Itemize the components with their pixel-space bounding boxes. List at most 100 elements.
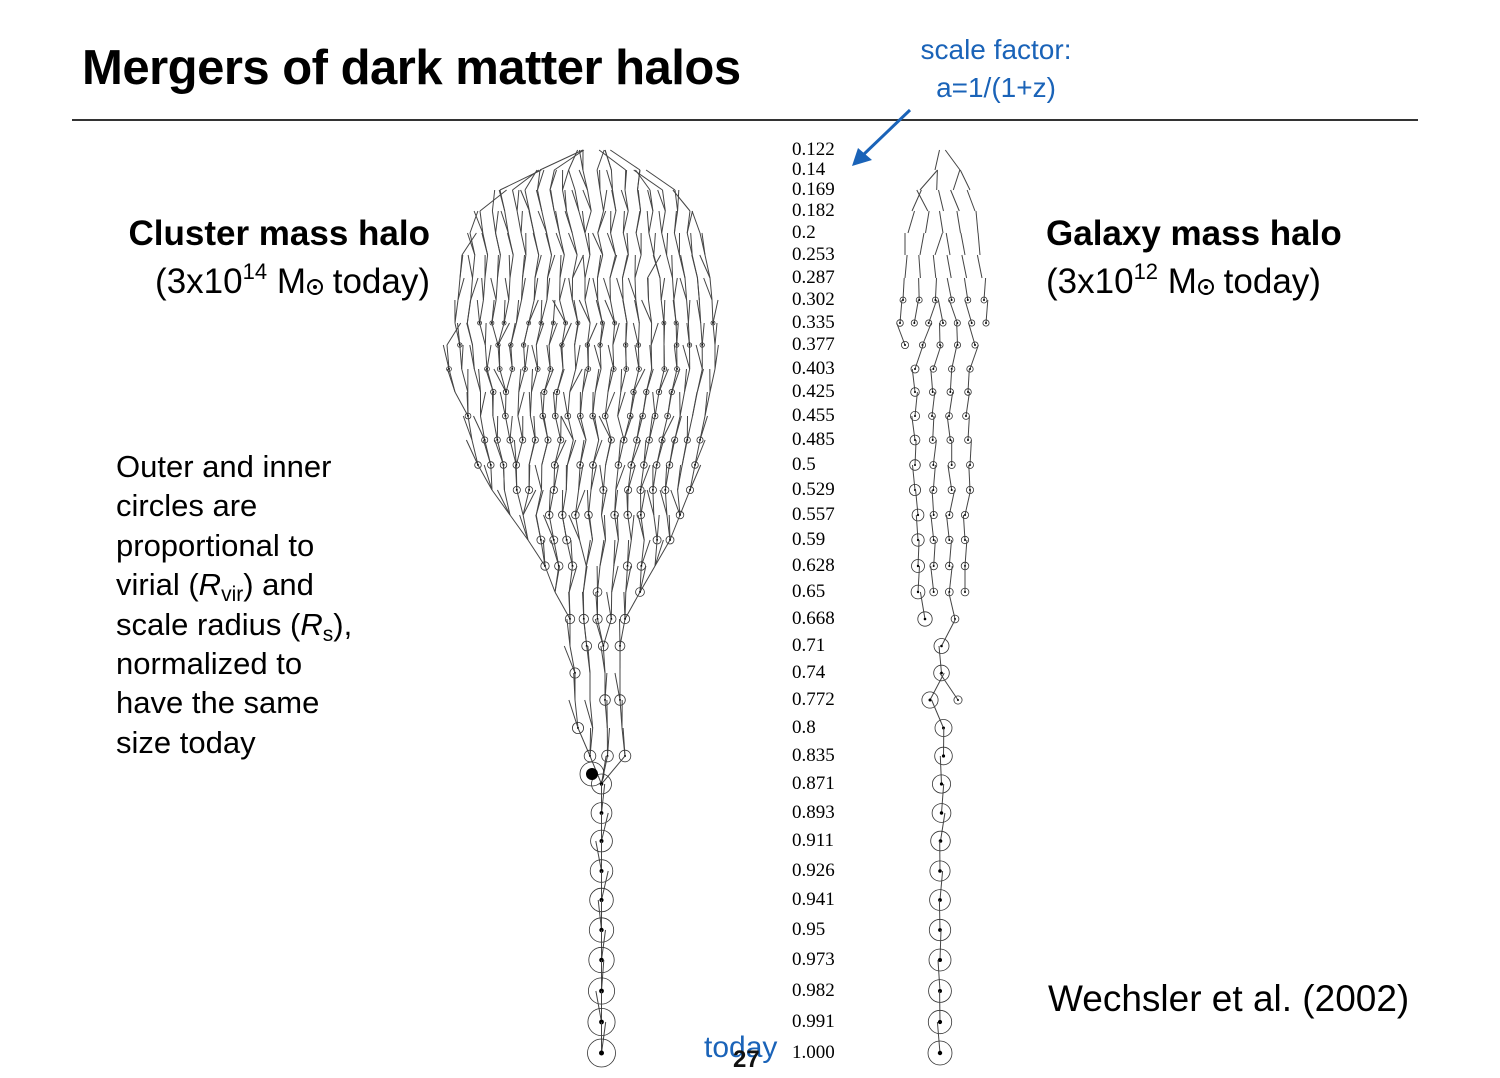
halo-outer-circle: [509, 366, 516, 372]
tree-branch: [640, 464, 651, 491]
tree-branch: [476, 299, 481, 324]
tree-branch: [480, 391, 487, 417]
tree-branch: [553, 464, 560, 491]
tree-branch: [473, 210, 484, 234]
tree-branch: [670, 489, 681, 516]
tree-branch: [673, 232, 680, 256]
tree-branch: [531, 368, 539, 393]
solar-symbol-icon: [306, 279, 323, 295]
tree-branch: [469, 232, 476, 256]
tree-branch: [547, 254, 556, 279]
halo-inner-core: [914, 464, 916, 466]
tree-branch: [687, 322, 690, 346]
scale-factor-value: 0.991: [792, 1011, 835, 1032]
tree-branch: [454, 391, 469, 417]
tree-branch: [652, 489, 655, 516]
tree-branch: [637, 169, 641, 191]
halo-outer-circle: [934, 746, 953, 766]
tree-branch: [484, 254, 489, 279]
tree-branch: [917, 539, 920, 567]
tree-branch: [505, 368, 513, 393]
tree-branch: [509, 415, 513, 441]
tree-branch: [592, 232, 604, 256]
tree-branch: [562, 189, 567, 212]
tree-branch: [537, 169, 541, 191]
tree-branch: [647, 277, 649, 301]
tree-branch: [518, 368, 522, 393]
halo-outer-circle: [946, 436, 955, 444]
tree-branch: [946, 415, 951, 441]
tree-branch: [574, 514, 581, 541]
tree-branch: [697, 277, 700, 301]
tree-branch: [931, 699, 944, 729]
tree-branch: [554, 565, 560, 593]
tree-branch: [554, 391, 558, 417]
halo-outer-circle: [539, 412, 547, 420]
halo-inner-core: [964, 539, 966, 541]
tree-branch: [479, 210, 484, 234]
scale-factor-value: 0.74: [792, 662, 826, 683]
halo-outer-circle: [980, 296, 988, 304]
tree-branch: [983, 277, 987, 301]
tree-branch: [555, 232, 565, 256]
tree-branch: [933, 539, 936, 567]
tree-branch: [512, 169, 540, 191]
tree-branch: [582, 368, 586, 393]
tree-branch: [948, 299, 958, 324]
tree-branch: [521, 277, 523, 301]
halo-inner-core: [985, 322, 987, 324]
scale-factor-value: 0.982: [792, 980, 835, 1001]
halo-outer-circle: [576, 412, 584, 420]
tree-branch: [566, 210, 573, 234]
tree-branch: [677, 464, 683, 491]
tree-branch: [622, 254, 629, 279]
tree-branch: [653, 232, 656, 256]
tree-branch: [677, 189, 680, 212]
halo-inner-core: [932, 464, 935, 466]
tree-branch: [482, 277, 486, 301]
tree-branch: [568, 699, 579, 729]
tree-branch: [512, 189, 518, 212]
tree-branch: [500, 210, 509, 234]
tree-branch: [535, 344, 539, 370]
tree-branch: [578, 210, 586, 234]
halo-outer-circle: [928, 918, 952, 942]
tree-branch: [535, 489, 542, 516]
tree-branch: [466, 322, 473, 346]
tree-branch: [642, 391, 647, 417]
tree-branch: [454, 299, 459, 324]
tree-branch: [516, 189, 520, 212]
tree-branch: [948, 489, 956, 516]
halo-inner-core: [974, 344, 976, 346]
tree-branch: [569, 368, 577, 393]
tree-branch: [648, 415, 656, 441]
tree-branch: [491, 322, 499, 346]
tree-branch: [473, 368, 481, 393]
halo-outer-circle: [496, 366, 503, 372]
tree-branch: [479, 322, 486, 346]
tree-branch: [592, 439, 603, 466]
tree-branch: [694, 439, 706, 466]
halo-outer-circle: [929, 510, 938, 519]
tree-branch: [641, 299, 653, 324]
tree-branch: [937, 959, 941, 992]
tree-branch: [985, 299, 989, 324]
tree-branch: [626, 232, 629, 256]
tree-branch: [624, 169, 627, 191]
tree-branch: [969, 439, 972, 466]
tree-branch: [620, 368, 627, 393]
tree-branch: [951, 344, 958, 370]
halo-outer-circle: [635, 587, 645, 597]
tree-branch: [541, 439, 549, 466]
halo-inner-core: [940, 644, 943, 648]
scale-factor-value: 0.403: [792, 358, 835, 379]
tree-branch: [712, 322, 716, 346]
tree-branch: [709, 277, 713, 301]
tree-branch: [604, 415, 612, 441]
tree-branch: [673, 299, 677, 324]
scale-factor-value: 0.557: [792, 504, 835, 525]
tree-branch: [568, 169, 576, 191]
halo-outer-circle: [562, 535, 572, 545]
tree-branch: [599, 464, 604, 491]
tree-branch: [612, 189, 617, 212]
